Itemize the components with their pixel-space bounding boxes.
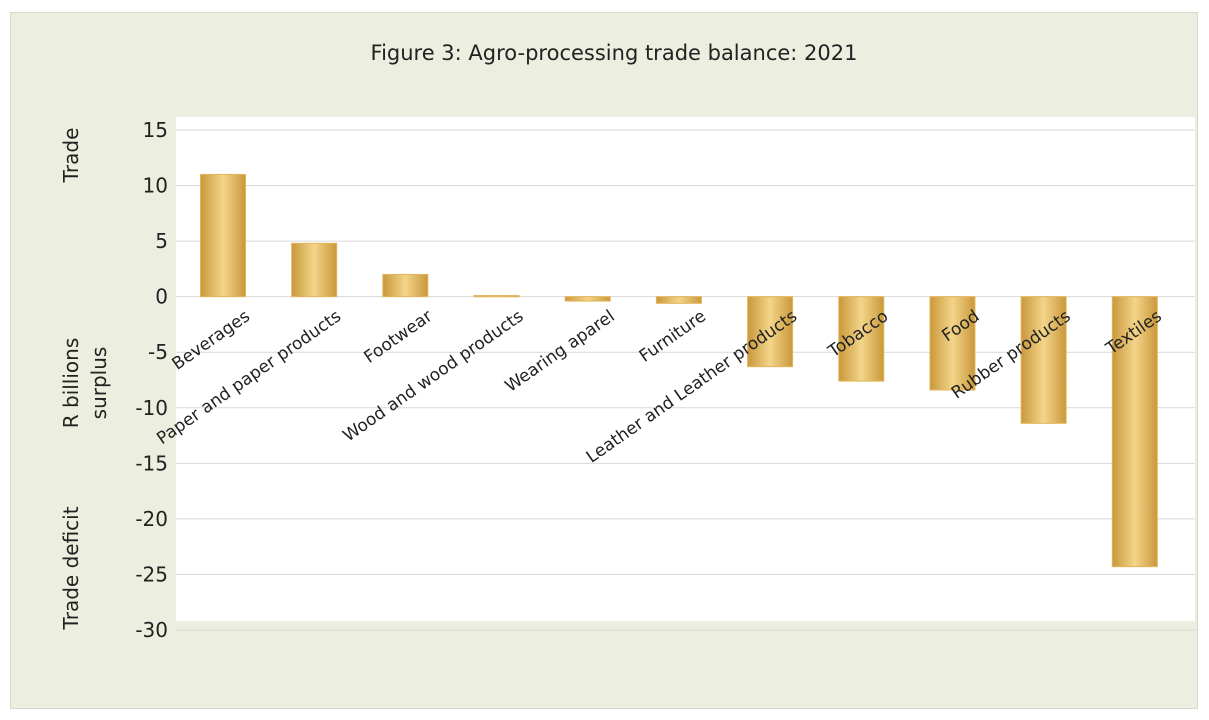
chart-title: Figure 3: Agro-processing trade balance:… <box>371 41 858 65</box>
bar <box>747 296 794 368</box>
y-tick-label: 0 <box>155 285 168 309</box>
y-tick-label: -30 <box>135 618 168 642</box>
bar <box>929 296 976 391</box>
y-axis-label-r-billions: R billions <box>59 338 83 429</box>
bar <box>838 296 885 382</box>
bar <box>655 296 702 304</box>
bar <box>473 295 520 298</box>
bar <box>291 242 338 298</box>
y-tick-label: -10 <box>135 396 168 420</box>
y-axis-label-trade-deficit: Trade deficit <box>59 506 83 630</box>
bar <box>564 296 611 302</box>
y-axis-label-surplus: surplus <box>87 347 111 420</box>
bar <box>1111 296 1158 568</box>
y-tick-label: -15 <box>135 451 168 475</box>
y-axis-ticks: 15 10 5 0 -5 -10 -15 -20 -25 -30 <box>135 118 168 642</box>
bar-chart: Figure 3: Agro-processing trade balance:… <box>59 41 1195 642</box>
bar <box>1020 296 1067 424</box>
y-tick-label: 15 <box>143 118 168 142</box>
bar <box>382 273 429 298</box>
y-axis-label-trade: Trade <box>59 128 83 184</box>
gridlines <box>176 129 1195 631</box>
y-axis-label: Trade R billions surplus Trade deficit <box>59 128 111 631</box>
y-tick-label: -20 <box>135 507 168 531</box>
bar <box>200 173 246 298</box>
y-tick-label: -25 <box>135 562 168 586</box>
y-tick-label: 10 <box>143 174 168 198</box>
y-tick-label: -5 <box>148 340 168 364</box>
bars <box>200 173 1158 568</box>
y-tick-label: 5 <box>155 229 168 253</box>
chart-frame: Figure 3: Agro-processing trade balance:… <box>10 12 1198 709</box>
